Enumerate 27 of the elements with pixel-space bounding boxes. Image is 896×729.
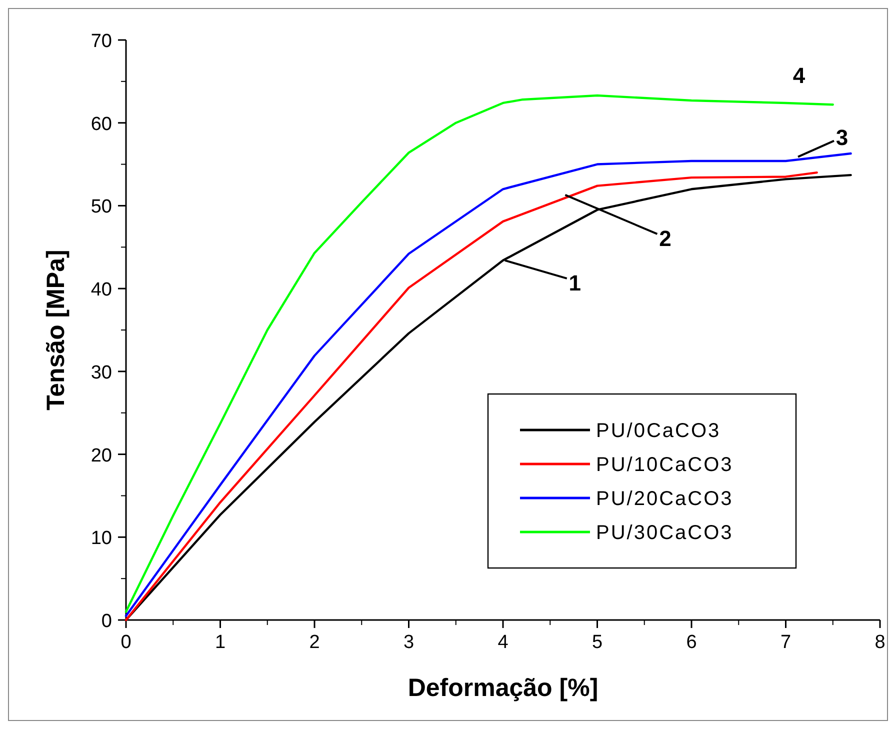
annotation: 1 bbox=[568, 270, 582, 296]
y-tick-label: 40 bbox=[90, 280, 112, 301]
legend-label: PU/20CaCO3 bbox=[596, 488, 734, 510]
annotation: 3 bbox=[836, 124, 848, 150]
y-tick-label: 60 bbox=[90, 114, 112, 135]
x-tick-label: 1 bbox=[214, 632, 226, 653]
y-tick-label: 50 bbox=[90, 196, 112, 218]
legend-label: PU/30CaCO3 bbox=[596, 522, 734, 544]
x-tick-label: 6 bbox=[686, 632, 697, 653]
x-tick-label: 0 bbox=[120, 632, 132, 653]
y-tick-label: 70 bbox=[90, 31, 112, 52]
x-tick-label: 3 bbox=[403, 632, 414, 653]
annotation: 2 bbox=[659, 226, 672, 251]
y-tick-label: 30 bbox=[90, 362, 112, 384]
annotation: 4 bbox=[792, 62, 806, 88]
x-tick-label: 7 bbox=[780, 632, 792, 653]
legend-label: PU/0CaCO3 bbox=[596, 420, 721, 442]
legend-label: PU/10CaCO3 bbox=[596, 454, 734, 476]
y-tick-label: 10 bbox=[90, 528, 112, 550]
x-tick-label: 8 bbox=[874, 632, 886, 653]
x-tick-label: 4 bbox=[498, 632, 509, 653]
y-tick-label: 0 bbox=[101, 611, 112, 632]
x-axis-title: Deformação [%] bbox=[408, 674, 598, 702]
x-tick-label: 2 bbox=[309, 632, 320, 653]
x-tick-label: 5 bbox=[592, 632, 603, 653]
y-axis-title: Tensão [MPa] bbox=[42, 250, 70, 410]
y-tick-label: 20 bbox=[90, 445, 112, 466]
